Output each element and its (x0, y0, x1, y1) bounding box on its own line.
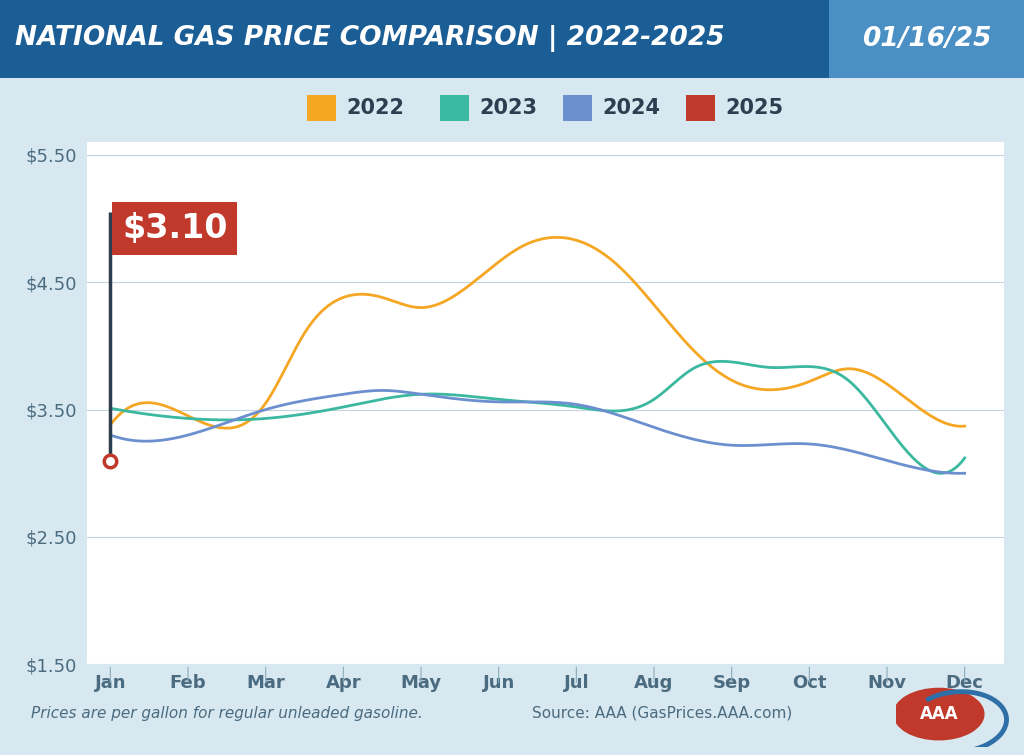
FancyBboxPatch shape (440, 94, 469, 122)
FancyBboxPatch shape (0, 0, 829, 78)
FancyBboxPatch shape (307, 94, 336, 122)
FancyBboxPatch shape (563, 94, 592, 122)
Text: AAA: AAA (920, 705, 958, 723)
Text: $3.10: $3.10 (122, 212, 227, 245)
Text: NATIONAL GAS PRICE COMPARISON | 2022-2025: NATIONAL GAS PRICE COMPARISON | 2022-202… (15, 26, 725, 52)
Text: 2022: 2022 (346, 98, 404, 118)
Circle shape (894, 689, 984, 740)
FancyBboxPatch shape (686, 94, 715, 122)
Text: 2025: 2025 (725, 98, 783, 118)
Text: Prices are per gallon for regular unleaded gasoline.: Prices are per gallon for regular unlead… (31, 706, 423, 721)
FancyBboxPatch shape (829, 0, 1024, 78)
Text: Source: AAA (GasPrices.AAA.com): Source: AAA (GasPrices.AAA.com) (532, 706, 793, 721)
Text: 2023: 2023 (479, 98, 538, 118)
Text: 2024: 2024 (602, 98, 660, 118)
Text: 01/16/25: 01/16/25 (862, 26, 991, 52)
